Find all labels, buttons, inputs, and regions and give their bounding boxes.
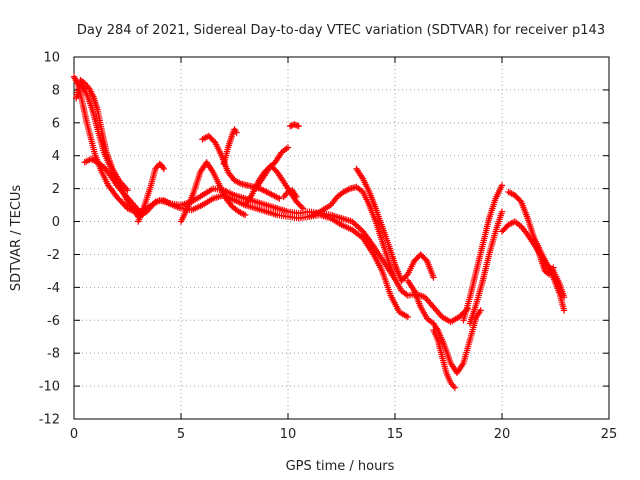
y-tick-label: 0 [52,215,60,230]
x-tick-label: 25 [601,427,618,442]
x-tick-label: 20 [494,427,511,442]
y-tick-label: 8 [52,83,60,98]
grid-lines [74,57,609,419]
series-track-21 [533,241,557,278]
data-points [70,73,568,391]
x-tick-label: 0 [70,427,78,442]
y-tick-label: 10 [43,51,60,66]
data-point [456,313,463,321]
series-track-15 [404,277,484,377]
y-tick-label: 4 [52,149,60,164]
y-tick-label: -2 [47,248,60,263]
data-point [498,208,506,215]
y-tick-label: 6 [52,116,60,131]
y-axis-label: SDTVAR / TECUs [9,185,24,292]
series-track-7 [199,132,283,202]
axis-ticks: 0 5 10 15 20 25 -12 -10 -8 -6 -4 -2 0 2 4 6 8 10 [39,51,618,443]
data-point [560,294,568,301]
data-point [233,129,240,136]
y-tick-label: -4 [47,281,60,296]
data-point [284,144,292,151]
data-point [299,205,307,212]
series-track-18 [466,208,506,327]
series-track-20 [505,188,568,301]
data-point [80,79,87,86]
data-point [353,222,360,229]
data-point [560,307,568,314]
chart-title: Day 284 of 2021, Sidereal Day-to-day VTE… [77,23,605,38]
data-point [352,221,359,228]
x-axis-label: GPS time / hours [286,459,395,474]
x-tick-label: 5 [177,427,185,442]
x-tick-label: 15 [387,427,404,442]
series-track-5 [135,160,168,225]
data-point [124,187,131,194]
data-point [298,203,305,211]
y-tick-label: -10 [39,380,60,395]
y-tick-label: -6 [47,314,60,329]
y-tick-label: -8 [47,347,60,362]
data-point [276,195,283,202]
data-point [350,219,357,227]
data-point [430,274,437,281]
data-point [451,384,459,391]
y-tick-label: -12 [39,413,60,428]
data-point [295,122,302,130]
series-track-17 [460,182,506,324]
plot-frame [73,56,610,420]
data-point [160,165,168,173]
series-track-3 [77,76,131,194]
series-track-8 [220,126,240,168]
data-point [404,313,412,321]
series-track-6 [177,159,249,225]
data-point [550,264,557,271]
series-track-16 [430,326,459,391]
data-point [242,211,249,219]
data-point [355,223,362,231]
data-point [356,225,364,232]
series-track-11 [280,187,300,201]
data-point [349,218,356,225]
y-tick-label: 2 [52,182,60,197]
data-point [498,182,506,189]
series-track-10 [242,162,307,212]
series-track-12 [286,121,302,130]
data-point [293,193,300,201]
x-tick-label: 10 [280,427,297,442]
data-point [477,307,484,314]
series-track-14 [353,165,437,284]
